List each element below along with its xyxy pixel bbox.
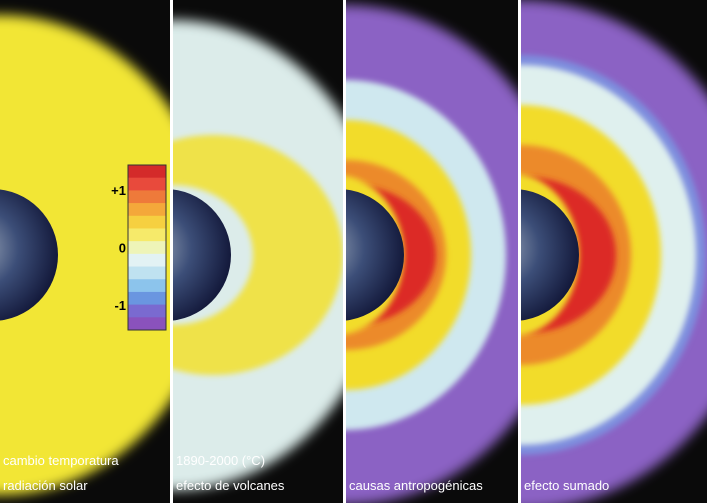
colorbar-swatch bbox=[128, 190, 166, 204]
earth bbox=[173, 189, 231, 321]
colorbar-swatch bbox=[128, 317, 166, 331]
earth bbox=[521, 189, 579, 321]
earth bbox=[0, 189, 58, 321]
caption: causas antropogénicas bbox=[349, 478, 483, 493]
colorbar-swatch bbox=[128, 177, 166, 191]
caption: radiación solar bbox=[3, 478, 88, 493]
colorbar: +1 0 -1 bbox=[111, 164, 167, 331]
colorbar-swatch bbox=[128, 165, 166, 179]
colorbar-label: -1 bbox=[114, 298, 126, 313]
colorbar-swatch bbox=[128, 253, 166, 268]
colorbar-swatch bbox=[128, 279, 166, 293]
panel: efecto sumado bbox=[521, 0, 707, 503]
caption: efecto sumado bbox=[524, 478, 609, 493]
caption: cambio temporatura bbox=[3, 453, 119, 468]
colorbar-label: +1 bbox=[111, 183, 126, 198]
colorbar-swatch bbox=[128, 228, 166, 242]
colorbar-swatch bbox=[128, 241, 166, 255]
colorbar-frame bbox=[127, 164, 167, 331]
colorbar-swatch bbox=[128, 266, 166, 280]
caption: 1890-2000 (°C) bbox=[176, 453, 265, 468]
panel: 1890-2000 (°C) efecto de volcanes bbox=[173, 0, 343, 503]
colorbar-swatch bbox=[128, 215, 166, 229]
caption: efecto de volcanes bbox=[176, 478, 285, 493]
earth bbox=[346, 189, 404, 321]
colorbar-swatch bbox=[128, 203, 166, 217]
colorbar-swatch bbox=[128, 304, 166, 318]
colorbar-swatch bbox=[128, 291, 166, 306]
field-ring bbox=[173, 135, 343, 375]
panel: causas antropogénicas bbox=[346, 0, 518, 503]
field-ring bbox=[0, 15, 170, 495]
colorbar-label: 0 bbox=[119, 241, 126, 256]
